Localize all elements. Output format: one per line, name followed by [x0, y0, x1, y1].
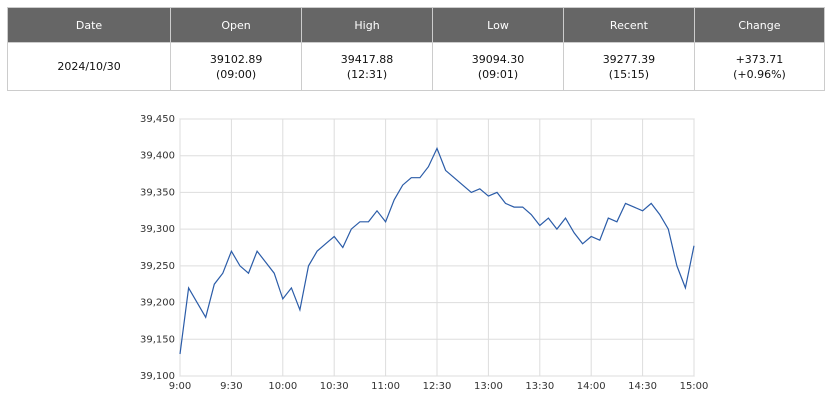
header-cell: Low	[432, 7, 564, 43]
y-tick-label: 39,450	[140, 114, 175, 125]
y-tick-label: 39,400	[140, 151, 175, 162]
data-cell: 39094.30 (09:01)	[432, 42, 564, 91]
x-tick-label: 10:30	[320, 381, 349, 392]
x-tick-label: 14:30	[628, 381, 657, 392]
data-cell: +373.71 (+0.96%)	[693, 42, 826, 91]
y-tick-label: 39,100	[140, 371, 175, 382]
data-cell: 39277.39 (15:15)	[562, 42, 695, 91]
header-row: Date Open High Low Recent Change	[6, 7, 826, 43]
chart: 39,100 39,150 39,200 39,250 39,300 39,350 39,4…	[140, 114, 709, 392]
cell-line: 39102.89	[209, 52, 263, 66]
cell-line: 39277.39	[602, 52, 656, 66]
cell-line: (09:01)	[477, 67, 519, 81]
header-cell: High	[301, 7, 434, 43]
x-tick-label: 14:00	[577, 381, 606, 392]
data-cell: 39102.89 (09:00)	[170, 42, 303, 91]
x-tick-label: 13:00	[474, 381, 503, 392]
header-cell: Change	[693, 7, 826, 43]
cell-line: (12:31)	[346, 67, 388, 81]
y-tick-label: 39,150	[140, 334, 175, 345]
cell-line: 39094.30	[471, 52, 525, 66]
y-tick-label: 39,350	[140, 187, 175, 198]
y-tick-label: 39,300	[140, 224, 175, 235]
y-tick-label: 39,200	[140, 298, 175, 309]
x-tick-label: 12:30	[423, 381, 452, 392]
cell-line: (15:15)	[608, 67, 650, 81]
quote-table: Date Open High Low Recent Change 2024/10/30 391…	[6, 7, 826, 91]
price-line	[179, 146, 695, 355]
y-tick-label: 39,250	[140, 261, 175, 272]
x-tick-label: 9:30	[220, 381, 242, 392]
x-tick-label: 10:00	[268, 381, 297, 392]
data-cell: 2024/10/30	[6, 42, 172, 91]
x-tick-label: 15:00	[680, 381, 709, 392]
data-row: 2024/10/30 39102.89 (09:00) 39417.88 (12:31)…	[6, 42, 826, 91]
x-tick-label: 13:30	[525, 381, 554, 392]
header-cell: Date	[6, 7, 172, 43]
x-tick-label: 11:00	[371, 381, 400, 392]
header-cell: Open	[170, 7, 303, 43]
cell-line: 39417.88	[340, 52, 394, 66]
cell-line: 2024/10/30	[57, 60, 121, 73]
cell-line: +373.71	[735, 52, 784, 66]
data-cell: 39417.88 (12:31)	[301, 42, 434, 91]
cell-line: (09:00)	[215, 67, 257, 81]
x-tick-label: 9:00	[169, 381, 191, 392]
cell-line: (+0.96%)	[733, 67, 786, 81]
header-cell: Recent	[562, 7, 695, 43]
